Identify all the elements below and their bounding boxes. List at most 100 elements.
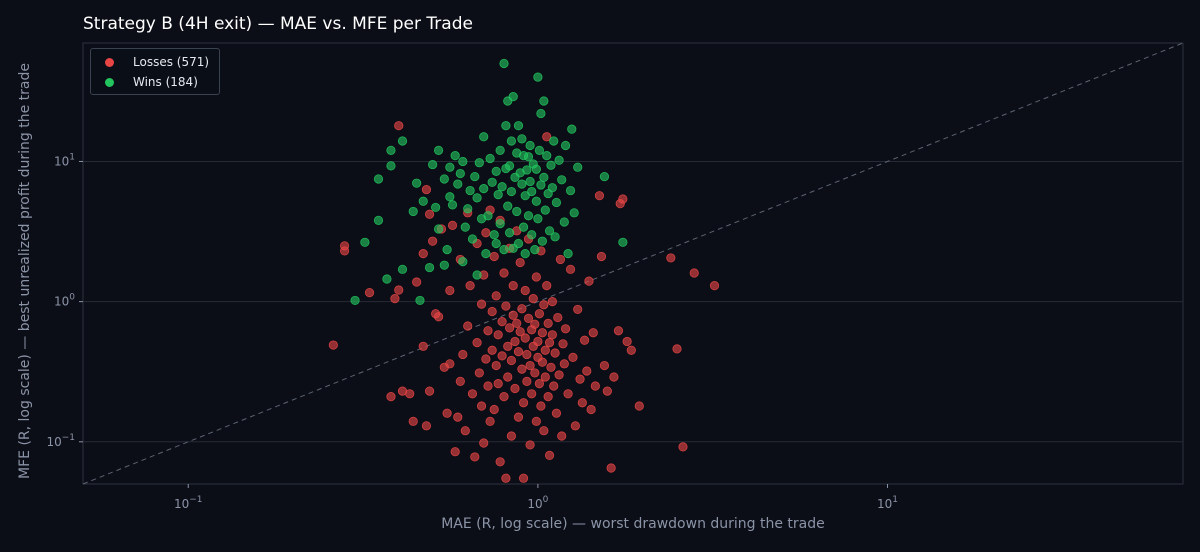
data-point — [421, 421, 432, 431]
data-point — [483, 326, 493, 336]
data-point — [522, 165, 532, 175]
data-point — [397, 136, 408, 146]
data-point — [501, 301, 511, 311]
data-point — [433, 145, 444, 155]
data-point — [515, 257, 525, 268]
data-point — [528, 294, 538, 304]
data-point — [481, 228, 491, 238]
data-point — [390, 294, 400, 304]
data-point — [570, 421, 580, 431]
data-point — [531, 196, 541, 206]
data-point — [479, 132, 489, 142]
data-point — [536, 108, 546, 119]
data-point — [544, 226, 555, 236]
data-point — [525, 440, 535, 450]
data-point — [586, 404, 596, 415]
data-point — [467, 389, 478, 399]
data-point — [518, 398, 529, 408]
data-point — [533, 72, 543, 82]
data-point — [517, 179, 527, 189]
data-point — [527, 389, 537, 399]
data-point — [530, 368, 540, 378]
data-point — [573, 304, 583, 315]
data-point — [472, 193, 482, 203]
data-point — [506, 355, 517, 366]
data-point — [546, 362, 556, 372]
data-point — [549, 136, 559, 146]
data-point — [672, 344, 682, 354]
data-point — [602, 386, 612, 396]
data-point — [481, 249, 491, 259]
data-point — [503, 372, 513, 382]
plot-frame — [82, 42, 1184, 485]
data-point — [439, 174, 449, 184]
data-point — [539, 96, 549, 106]
data-point — [530, 245, 540, 255]
data-point — [455, 376, 465, 386]
data-point — [491, 291, 501, 301]
data-point — [560, 324, 571, 334]
data-point — [431, 202, 441, 213]
data-point — [533, 214, 543, 224]
legend-marker-wins — [105, 77, 114, 87]
data-point — [489, 251, 499, 262]
data-point — [557, 175, 567, 185]
data-point — [495, 457, 505, 467]
data-point — [491, 166, 501, 176]
data-point — [540, 205, 550, 215]
data-point — [523, 211, 534, 221]
data-point — [520, 191, 530, 201]
data-point — [450, 151, 460, 161]
data-point — [522, 376, 532, 386]
x-tick-label-1: 100 — [527, 495, 548, 511]
data-point — [483, 381, 493, 391]
data-point — [463, 204, 473, 214]
data-point — [373, 174, 384, 184]
data-point — [424, 386, 435, 396]
data-point — [609, 372, 619, 382]
data-point — [547, 183, 557, 193]
data-point — [504, 228, 515, 238]
data-point — [689, 268, 699, 278]
data-point — [428, 159, 438, 170]
legend: Losses (571) Wins (184) — [90, 48, 220, 95]
data-point — [328, 340, 338, 350]
data-point — [568, 352, 578, 363]
data-point — [544, 338, 555, 348]
data-point — [405, 389, 415, 399]
data-point — [386, 145, 396, 155]
data-point — [508, 92, 518, 102]
data-point — [463, 321, 473, 331]
data-point — [445, 192, 455, 202]
data-point — [517, 364, 527, 374]
x-tick-label-2: 101 — [877, 495, 898, 511]
data-point — [613, 326, 624, 336]
data-point — [503, 341, 513, 351]
data-point — [483, 211, 493, 221]
data-point — [540, 372, 550, 382]
data-point — [458, 156, 468, 167]
data-point — [412, 178, 422, 188]
data-point — [666, 253, 676, 263]
data-point — [543, 318, 553, 328]
data-point — [458, 349, 468, 360]
data-point — [506, 136, 517, 146]
data-point — [465, 281, 475, 291]
y-tick-label-0: 10−1 — [46, 433, 75, 449]
data-point — [534, 309, 544, 319]
data-point — [573, 162, 583, 172]
data-point — [594, 191, 605, 201]
data-point — [530, 319, 540, 329]
data-point — [373, 215, 384, 225]
data-point — [499, 58, 509, 69]
data-point — [577, 398, 587, 408]
data-point — [418, 341, 428, 351]
data-point — [518, 473, 529, 483]
data-point — [539, 300, 549, 310]
data-point — [553, 312, 563, 323]
data-point — [559, 217, 569, 227]
data-point — [460, 426, 470, 436]
data-point — [550, 232, 560, 242]
data-point — [513, 347, 524, 357]
data-point — [523, 152, 534, 162]
